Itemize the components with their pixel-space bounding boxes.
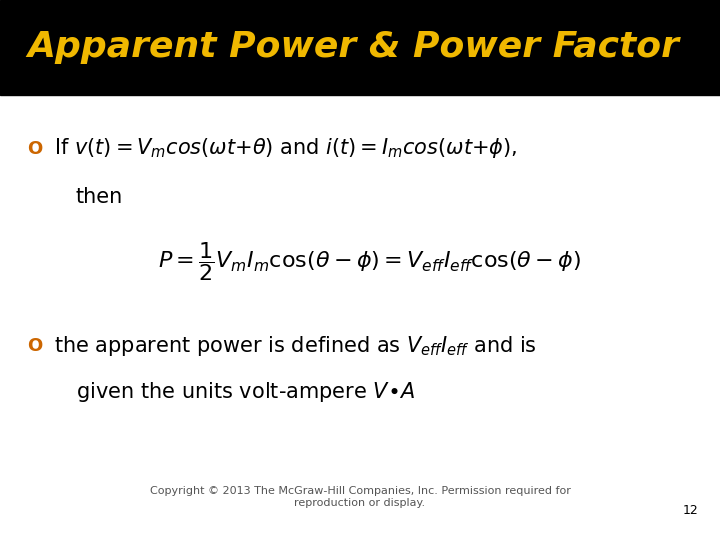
Text: $P = \dfrac{1}{2}V_m I_m \cos(\theta - \phi) = V_{eff} I_{eff} \cos(\theta - \ph: $P = \dfrac{1}{2}V_m I_m \cos(\theta - \… — [158, 240, 582, 284]
Text: If $v(t){=}V_m cos(\omega t{+}\theta)$ and $i(t){=}I_m cos(\omega t{+}\phi),$: If $v(t){=}V_m cos(\omega t{+}\theta)$ a… — [54, 137, 518, 160]
Text: then: then — [76, 187, 123, 207]
Text: the apparent power is defined as $V_{eff}I_{eff}$ and is: the apparent power is defined as $V_{eff… — [54, 334, 537, 357]
Text: Apparent Power & Power Factor: Apparent Power & Power Factor — [27, 30, 680, 64]
Text: 12: 12 — [683, 504, 698, 517]
Text: $\mathbf{O}$: $\mathbf{O}$ — [27, 139, 44, 158]
Text: Copyright © 2013 The McGraw-Hill Companies, Inc. Permission required for
reprodu: Copyright © 2013 The McGraw-Hill Compani… — [150, 486, 570, 508]
Text: $\mathbf{O}$: $\mathbf{O}$ — [27, 336, 44, 355]
Text: given the units volt-ampere $V{\bullet}A$: given the units volt-ampere $V{\bullet}A… — [76, 380, 415, 403]
FancyBboxPatch shape — [0, 0, 720, 94]
